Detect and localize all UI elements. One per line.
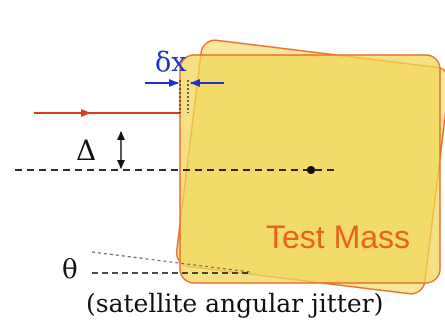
center-of-mass-dot [307, 166, 315, 174]
test-mass-label: Test Mass [266, 219, 410, 255]
theta-tilt-line [91, 251, 251, 273]
delta-label: Δ [76, 134, 96, 167]
delta-x-label: δx [155, 47, 186, 78]
theta-label: θ [62, 255, 78, 285]
caption: (satellite angular jitter) [86, 289, 383, 318]
